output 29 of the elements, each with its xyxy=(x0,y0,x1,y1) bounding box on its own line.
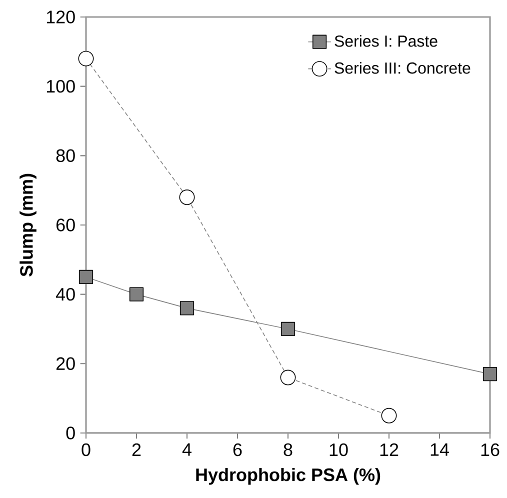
x-tick-label: 12 xyxy=(380,443,398,456)
x-tick-label: 16 xyxy=(481,443,500,456)
y-tick-label: 100 xyxy=(46,80,75,93)
point xyxy=(180,301,194,316)
y-tick-label: 0 xyxy=(66,426,75,440)
legend-label: Series III: Concrete xyxy=(334,62,470,74)
point xyxy=(280,322,296,336)
x-tick-label: 2 xyxy=(132,443,141,456)
point xyxy=(280,370,296,386)
y-tick-label: 80 xyxy=(56,149,75,162)
x-tick-label: 10 xyxy=(330,443,348,456)
y-tick-label: 120 xyxy=(46,10,75,24)
point xyxy=(78,270,94,284)
y-tick-label: 40 xyxy=(56,288,75,301)
x-tick-label: 6 xyxy=(233,443,242,456)
point xyxy=(381,408,397,424)
point xyxy=(129,287,144,302)
x-tick-label: 0 xyxy=(82,443,90,456)
y-tick-label: 20 xyxy=(56,357,75,370)
x-tick-label: 14 xyxy=(430,443,449,456)
point xyxy=(78,50,94,66)
x-tick-label: 4 xyxy=(182,443,192,456)
point xyxy=(482,366,498,382)
x-tick-label: 8 xyxy=(284,443,292,456)
y-tick-label: 60 xyxy=(56,218,75,232)
point xyxy=(179,190,195,205)
y-axis-title: Slump (mm) xyxy=(20,174,36,276)
x-axis-title: Hydrophobic PSA (%) xyxy=(196,468,380,485)
legend-label: Series I: Paste xyxy=(334,35,438,47)
